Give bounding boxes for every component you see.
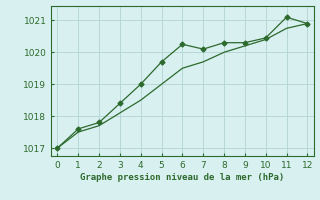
X-axis label: Graphe pression niveau de la mer (hPa): Graphe pression niveau de la mer (hPa): [80, 173, 284, 182]
